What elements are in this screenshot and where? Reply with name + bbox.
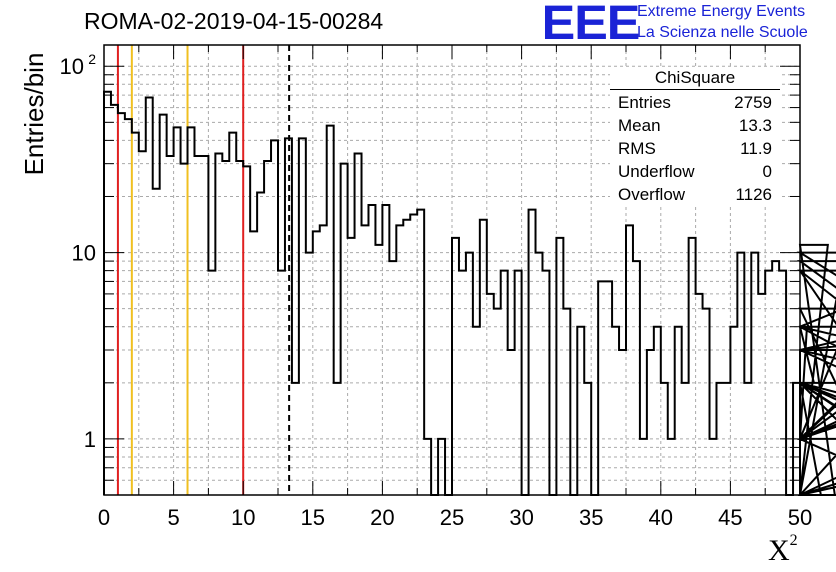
y-tick-label: 1 <box>84 427 96 452</box>
stats-row-rms: RMS 11.9 <box>618 139 772 158</box>
y-tick-label: 10 <box>60 54 84 79</box>
y-tick-label-sup: 2 <box>88 51 96 67</box>
x-tick-label: 10 <box>231 505 255 530</box>
stats-row-entries: Entries 2759 <box>618 93 772 112</box>
eee-logo: EEE <box>541 0 641 50</box>
stats-row-underflow: Underflow 0 <box>618 162 772 181</box>
chart-title: ROMA-02-2019-04-15-00284 <box>84 8 384 34</box>
x-tick-label: 0 <box>98 505 110 530</box>
x-tick-label: 25 <box>440 505 464 530</box>
x-tick-label: 5 <box>167 505 179 530</box>
stats-row-mean: Mean 13.3 <box>618 116 772 135</box>
x-tick-label: 30 <box>509 505 533 530</box>
reference-lines <box>116 45 291 495</box>
x-tick-label: 45 <box>718 505 742 530</box>
histogram-series <box>103 90 836 496</box>
axis-ticks <box>103 45 801 496</box>
logo-line1: Extreme Energy Events <box>637 3 806 20</box>
y-tick-label: 10 <box>72 241 96 266</box>
y-axis-label: Entries/bin <box>19 52 49 176</box>
x-tick-label: 35 <box>579 505 603 530</box>
stats-row-overflow: Overflow 1126 <box>618 185 772 204</box>
x-tick-label: 50 <box>788 505 812 530</box>
stats-box: ChiSquare Entries 2759 Mean 13.3 RMS 11.9 U… <box>610 68 780 206</box>
x-tick-label: 15 <box>301 505 325 530</box>
x-tick-label: 20 <box>370 505 394 530</box>
x-tick-label: 40 <box>649 505 673 530</box>
logo-line2: La Scienza nelle Scuole <box>637 24 808 41</box>
x-axis-label: X2 <box>768 532 798 567</box>
stats-title: ChiSquare <box>610 68 780 90</box>
